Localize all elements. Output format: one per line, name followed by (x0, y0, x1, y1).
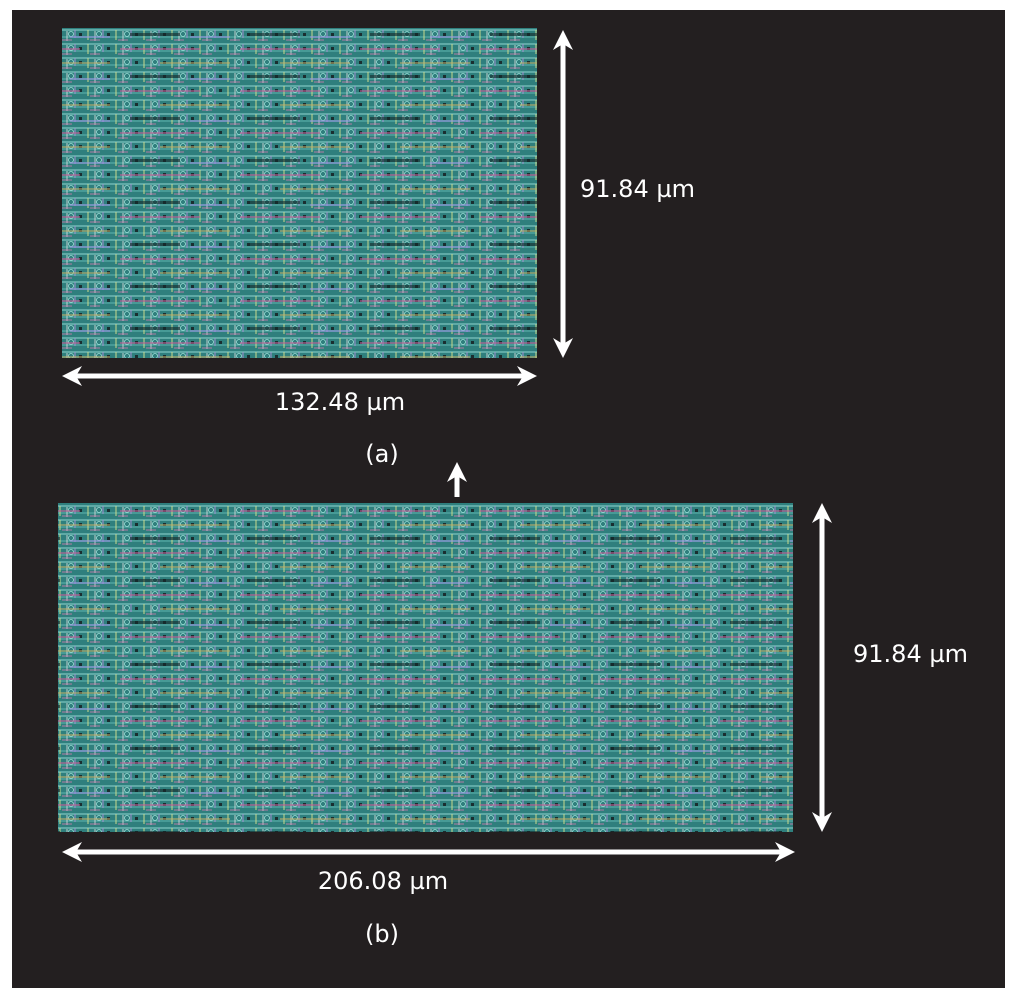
layout-texture (58, 503, 793, 832)
height-label: 91.84 µm (580, 175, 695, 203)
width-label: 132.48 µm (275, 388, 405, 416)
layout-texture (62, 28, 537, 358)
height-label: 91.84 µm (853, 640, 968, 668)
caption: (a) (365, 440, 398, 468)
width-label: 206.08 µm (318, 867, 448, 895)
caption: (b) (365, 920, 399, 948)
figure: 91.84 µm 132.48 µm (a) 91.84 µm 206.08 µ… (0, 0, 1017, 990)
